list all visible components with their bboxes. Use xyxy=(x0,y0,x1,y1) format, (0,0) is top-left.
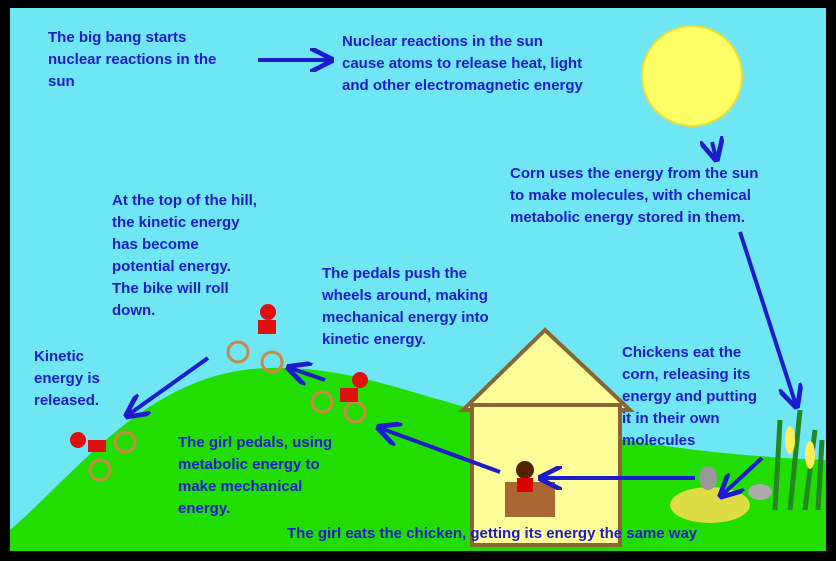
label-line: cause atoms to release heat, light xyxy=(342,55,582,72)
label-line: kinetic energy. xyxy=(322,331,426,348)
label-line: The girl pedals, using xyxy=(178,434,332,451)
label-line: molecules xyxy=(622,432,695,449)
label-line: The girl eats the chicken, getting its e… xyxy=(287,525,698,542)
label-line: Kinetic xyxy=(34,348,84,365)
label-line: At the top of the hill, xyxy=(112,192,257,209)
label-line: metabolic energy stored in them. xyxy=(510,209,745,226)
label-line: Nuclear reactions in the sun xyxy=(342,33,543,50)
label-line: make mechanical xyxy=(178,478,302,495)
label-line: has become xyxy=(112,236,199,253)
sun xyxy=(642,26,742,126)
label-line: The pedals push the xyxy=(322,265,467,282)
label-line: energy. xyxy=(178,500,230,517)
label-line: The big bang starts xyxy=(48,29,186,46)
label-line: to make molecules, with chemical xyxy=(510,187,751,204)
label-line: and other electromagnetic energy xyxy=(342,77,584,94)
label-line: metabolic energy to xyxy=(178,456,320,473)
label-line: Corn uses the energy from the sun xyxy=(510,165,758,182)
label-line: potential energy. xyxy=(112,258,231,275)
label-line: it in their own xyxy=(622,410,720,427)
label-line: sun xyxy=(48,73,75,90)
label-line: The bike will roll xyxy=(112,280,229,297)
diagram: The big bang starts nuclear reactions in … xyxy=(0,0,836,561)
label-line: Chickens eat the xyxy=(622,344,741,361)
label-line: down. xyxy=(112,302,155,319)
label-line: released. xyxy=(34,392,99,409)
label-line: corn, releasing its xyxy=(622,366,750,383)
label-line: energy and putting xyxy=(622,388,757,405)
label-line: mechanical energy into xyxy=(322,309,489,326)
label-line: the kinetic energy xyxy=(112,214,240,231)
label-line: wheels around, making xyxy=(321,287,488,304)
label-line: nuclear reactions in the xyxy=(48,51,216,68)
label-line: energy is xyxy=(34,370,100,387)
